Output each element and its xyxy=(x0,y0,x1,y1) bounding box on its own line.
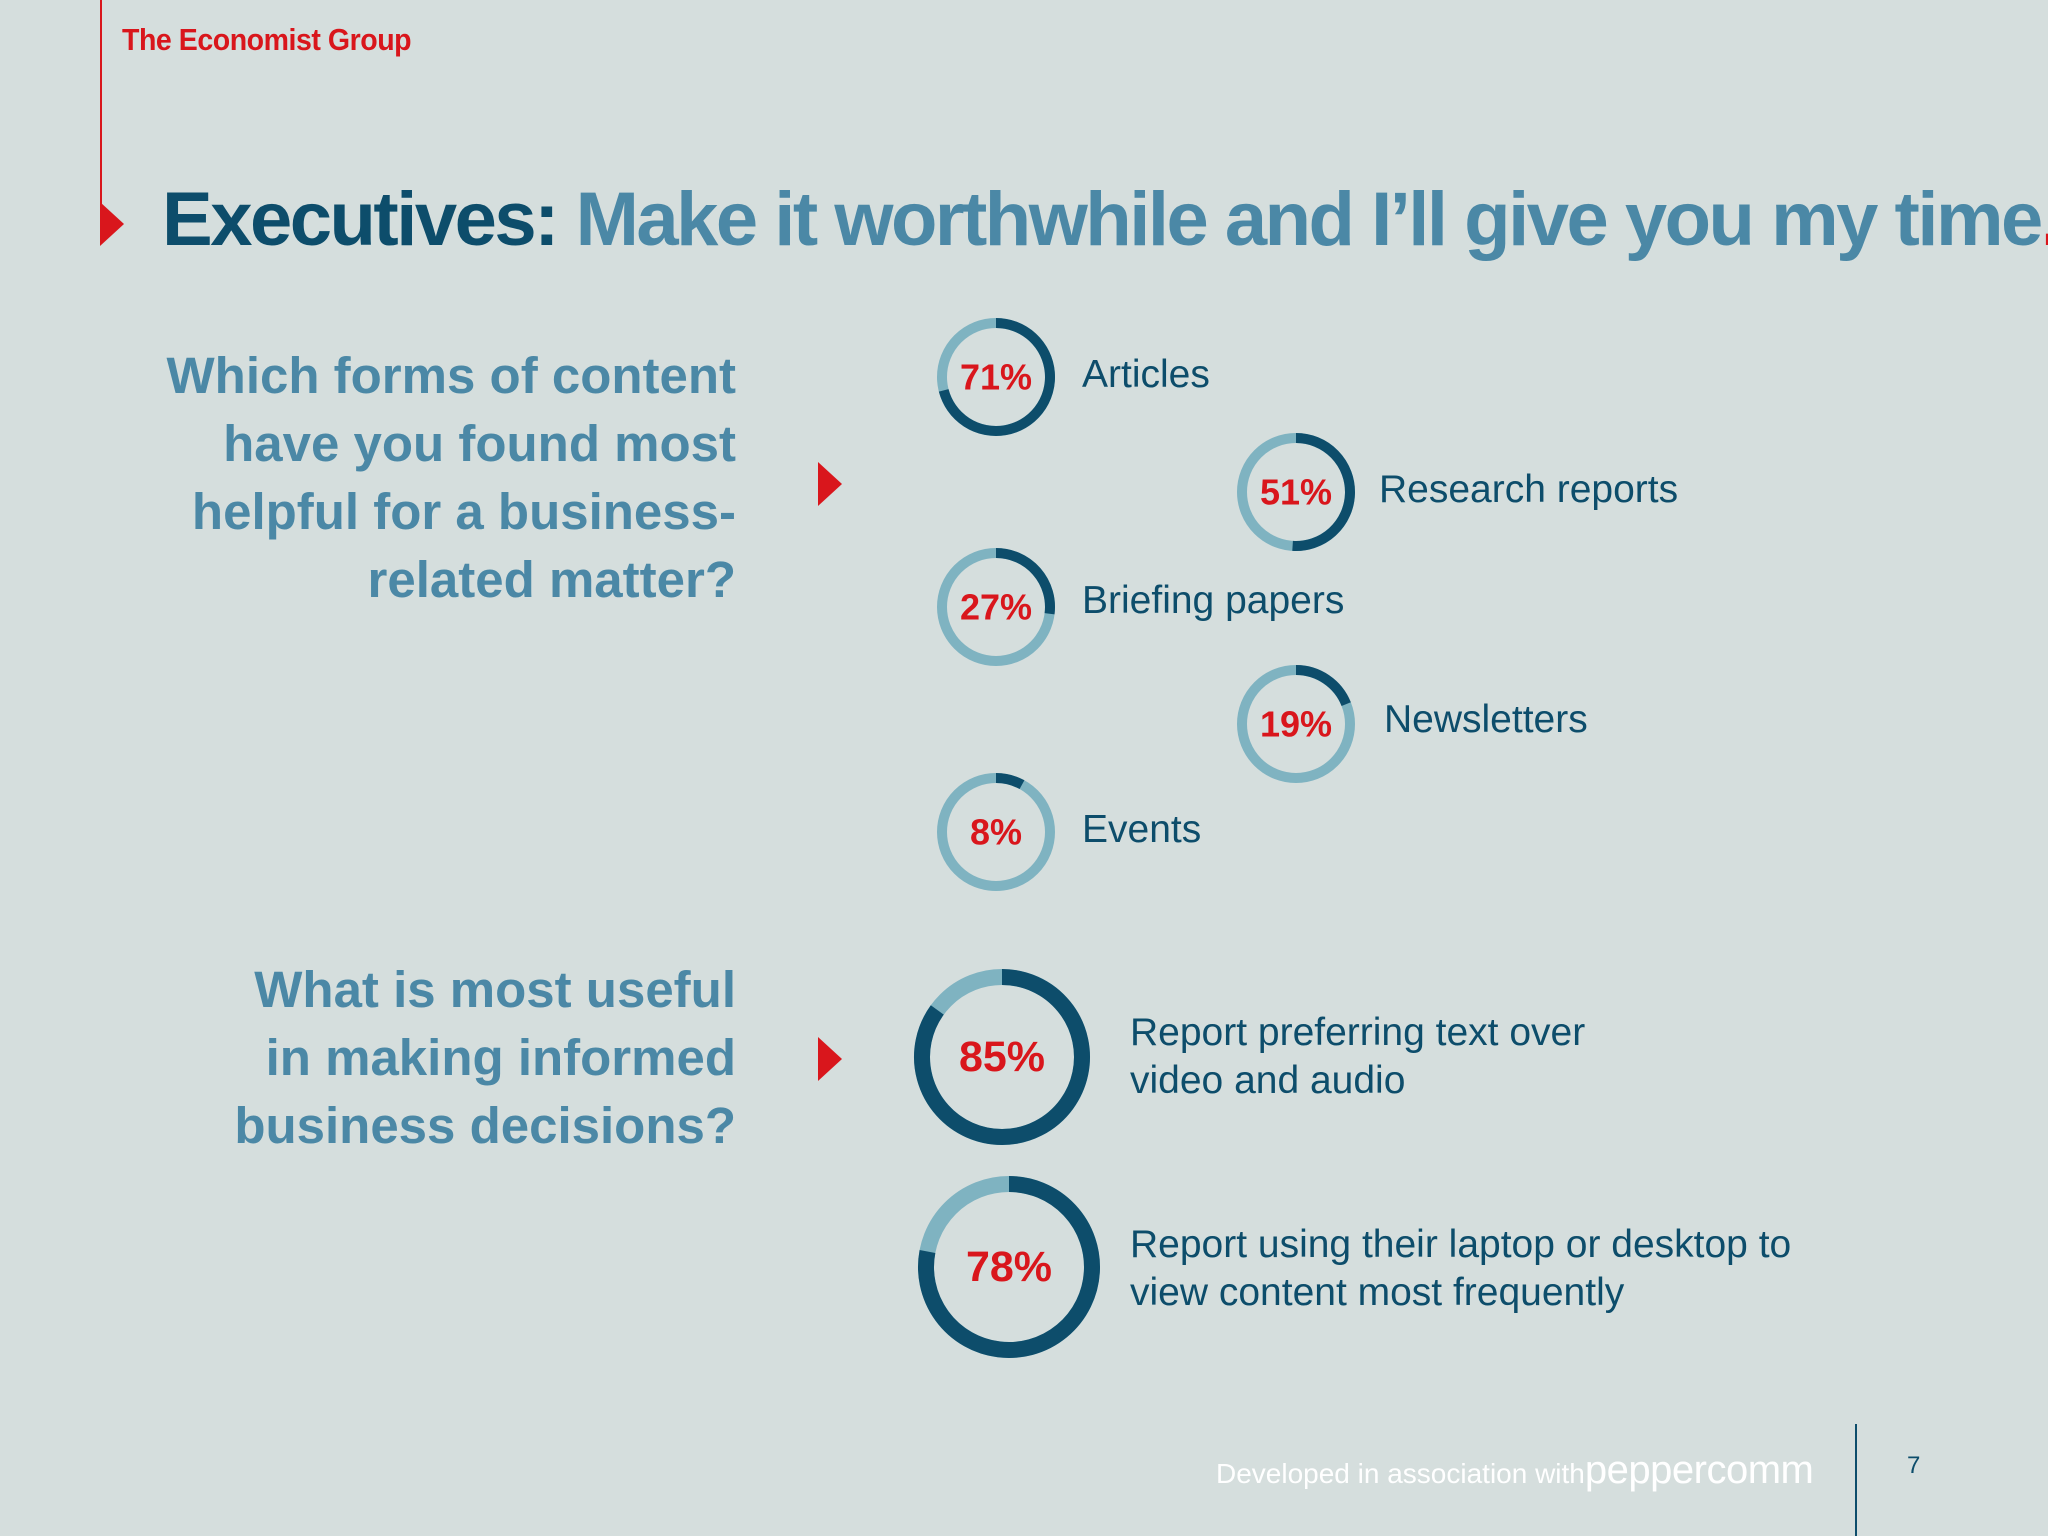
donut-value-chart0-item0: 71% xyxy=(960,357,1032,398)
donut-label-chart0-item1: Research reports xyxy=(1379,468,1679,511)
brand-rule xyxy=(100,0,102,222)
donut-value-chart1-item1: 78% xyxy=(966,1243,1052,1291)
title-arrow-icon xyxy=(100,202,124,246)
donut-label-chart0-item3: Newsletters xyxy=(1384,698,1588,741)
donut-arc-chart0-item2 xyxy=(995,548,1055,615)
donut-value-chart0-item3: 19% xyxy=(1260,704,1332,745)
donut-value-chart0-item4: 8% xyxy=(970,812,1022,853)
donut-label-chart0-item0: Articles xyxy=(1082,353,1210,396)
question-content-forms: Which forms of content have you found mo… xyxy=(166,347,736,608)
donut-chart1-item0: 85% xyxy=(914,969,1090,1145)
footer-text: Developed in association with xyxy=(1216,1458,1585,1489)
donut-chart0-item0: 71% xyxy=(937,318,1055,436)
donut-label-chart0-item4: Events xyxy=(1082,808,1202,851)
page-title: Executives: Make it worthwhile and I’ll … xyxy=(162,176,2048,263)
donut-value-chart0-item2: 27% xyxy=(960,587,1032,628)
title-period: . xyxy=(2041,177,2048,262)
donut-value-chart0-item1: 51% xyxy=(1260,472,1332,513)
donut-arc-chart0-item1 xyxy=(1292,433,1355,551)
donut-chart0-item4: 8% xyxy=(937,773,1055,891)
partner-logo: peppercomm xyxy=(1584,1448,1814,1492)
question-2-arrow-icon xyxy=(818,1037,842,1081)
question-1-arrow-icon xyxy=(818,462,842,506)
title-rest: Make it worthwhile and I’ll give you my … xyxy=(575,177,2044,262)
brand-logo: The Economist Group xyxy=(122,22,412,57)
donut-arc-chart0-item0 xyxy=(938,318,1055,436)
donut-chart0-item3: 19% xyxy=(1237,665,1355,783)
donut-value-chart1-item0: 85% xyxy=(959,1033,1045,1081)
donut-arc-chart1-item0 xyxy=(914,969,1090,1145)
page-number: 7 xyxy=(1907,1452,1921,1479)
donut-chart0-item2: 27% xyxy=(937,548,1055,666)
donut-label-chart0-item2: Briefing papers xyxy=(1082,579,1345,622)
donut-arc-chart0-item4 xyxy=(995,773,1025,790)
donut-chart0-item1: 51% xyxy=(1237,433,1355,551)
footer: Developed in association withpeppercomm xyxy=(1216,1448,1814,1493)
title-lead: Executives: xyxy=(162,177,559,262)
donut-arc-chart1-item1 xyxy=(918,1176,1100,1358)
donut-label-chart1-item0: Report preferring text over video and au… xyxy=(1130,1011,1586,1102)
donut-arc-chart0-item3 xyxy=(1295,665,1351,707)
donut-label-chart1-item1: Report using their laptop or desktop to … xyxy=(1130,1223,1792,1314)
footer-divider xyxy=(1855,1424,1857,1536)
donut-chart1-item1: 78% xyxy=(918,1176,1100,1358)
question-informed-decisions: What is most useful in making informed b… xyxy=(234,961,736,1154)
